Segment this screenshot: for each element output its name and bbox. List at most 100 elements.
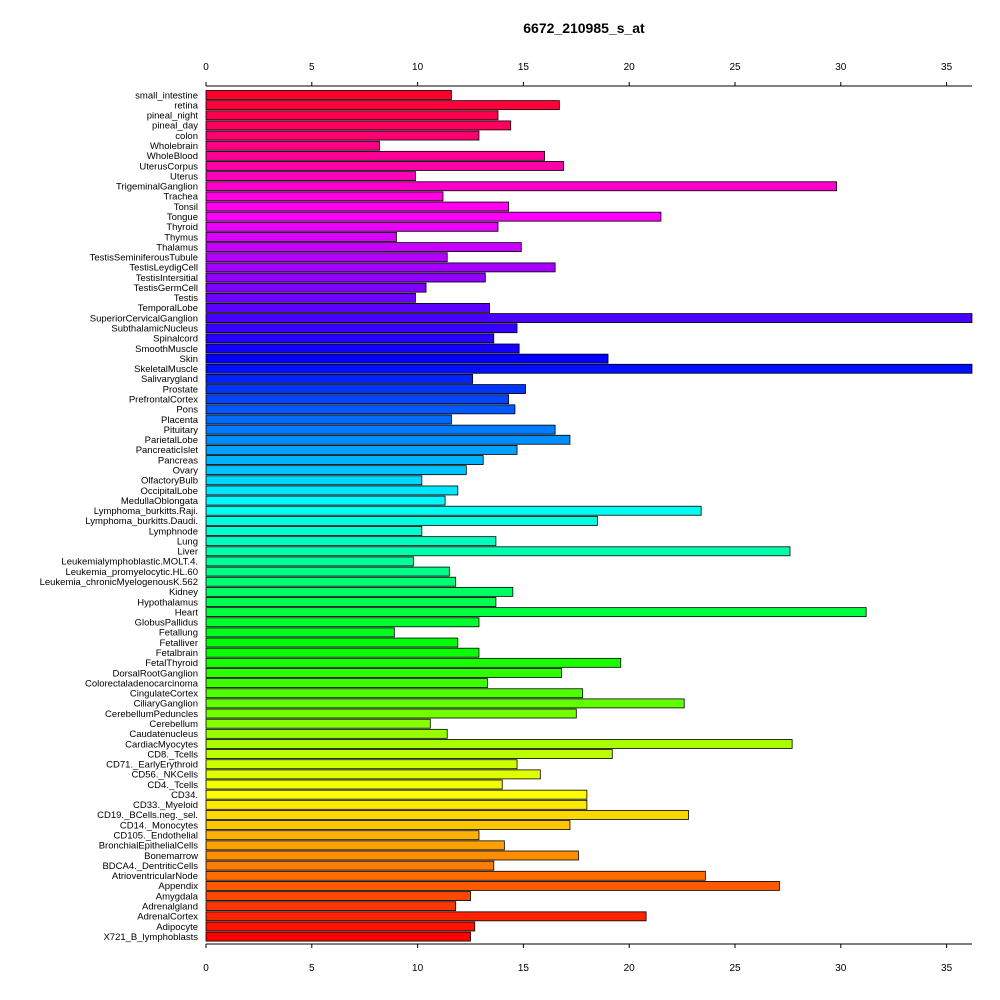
category-label: X721_B_lymphoblasts [103, 932, 198, 943]
bar [205, 860, 495, 871]
bar [205, 607, 867, 618]
category-label: GlobusPallidus [135, 618, 199, 629]
bar [205, 455, 484, 465]
category-label: CiliaryGanglion [134, 699, 198, 710]
category-label: CD8._Tcells [147, 749, 198, 760]
bar [205, 708, 577, 719]
category-label: Lung [177, 536, 198, 547]
category-label: PrefrontalCortex [129, 395, 198, 406]
category-label: Heart [175, 607, 199, 618]
bar [205, 343, 520, 354]
bar [205, 586, 514, 597]
category-label: TemporalLobe [138, 303, 198, 314]
category-label: Ovary [173, 465, 199, 476]
bar [205, 668, 562, 678]
category-label: Thyroid [166, 222, 198, 233]
bar [205, 749, 613, 759]
category-label: Prostate [163, 384, 198, 395]
category-label: Appendix [158, 881, 198, 892]
x-tick-label: 10 [412, 62, 424, 73]
bar [205, 313, 973, 323]
category-label: WholeBlood [147, 151, 198, 162]
bar [205, 303, 490, 313]
bar [205, 678, 488, 689]
category-label: MedullaOblongata [121, 496, 199, 507]
x-tick-label: 25 [729, 963, 741, 974]
bar [205, 779, 503, 790]
category-label: Thalamus [156, 242, 198, 253]
bar [205, 810, 689, 820]
bar [205, 110, 499, 121]
category-label: Colorectaladenocarcinoma [85, 678, 199, 689]
bar [205, 799, 588, 810]
category-label: Fetallung [159, 628, 198, 639]
category-label: CD4._Tcells [147, 780, 198, 791]
category-label: Uterus [170, 171, 198, 182]
category-label: Lymphoma_burkitts.Raji. [94, 506, 198, 517]
bar [205, 353, 609, 364]
bar [205, 252, 448, 263]
category-label: Trachea [164, 192, 199, 203]
category-label: Tongue [167, 212, 198, 223]
x-tick-label: 20 [624, 963, 636, 974]
category-label: Adipocyte [156, 922, 198, 933]
bar [205, 536, 497, 547]
category-labels: small_intestineretinapineal_nightpineal_… [40, 90, 199, 943]
x-tick-label: 0 [203, 963, 209, 974]
category-label: retina [174, 100, 198, 111]
bar [205, 901, 457, 912]
bar [205, 850, 579, 861]
category-label: TestisIntersitial [136, 273, 198, 284]
category-label: TestisLeydigCell [129, 263, 198, 274]
bar [205, 597, 497, 607]
x-tick-label: 20 [624, 62, 636, 73]
category-label: CingulateCortex [130, 689, 198, 700]
category-label: SkeletalMuscle [134, 364, 198, 375]
bar [205, 181, 837, 192]
category-label: Adrenalgland [142, 902, 198, 913]
bar [205, 90, 452, 100]
category-label: small_intestine [135, 90, 198, 101]
category-label: Pons [176, 405, 198, 416]
category-label: Salivarygland [141, 374, 198, 385]
bar [205, 870, 706, 881]
category-label: OlfactoryBulb [141, 476, 198, 487]
category-label: BDCA4._DentriticCells [102, 861, 198, 872]
bar [205, 292, 416, 303]
bar [205, 657, 622, 668]
x-tick-label: 0 [203, 62, 209, 73]
category-label: CardiacMyocytes [125, 739, 198, 750]
bar [205, 120, 512, 131]
x-axis-bottom: 0 5 10 15 20 25 30 35 [203, 943, 972, 974]
bar [205, 830, 480, 841]
x-tick-label: 10 [412, 963, 424, 974]
bar [205, 891, 471, 901]
bar [205, 617, 480, 628]
x-tick-label: 35 [941, 62, 953, 73]
category-label: CD33._Myeloid [133, 800, 198, 811]
bar [205, 921, 476, 932]
bar [205, 820, 571, 830]
bar [205, 515, 598, 526]
category-label: Leukemia_chronicMyelogenousK.562 [40, 577, 198, 588]
bar [205, 627, 395, 638]
category-label: colon [175, 131, 198, 142]
bar [205, 140, 380, 151]
bar [205, 759, 518, 770]
category-label: Lymphnode [149, 526, 198, 537]
category-label: Lymphoma_burkitts.Daudi. [85, 516, 198, 527]
category-label: DorsalRootGanglion [112, 668, 198, 679]
category-label: Fetalliver [159, 638, 198, 649]
bar [205, 505, 702, 516]
bar [205, 718, 431, 729]
category-label: Leukemialymphoblastic.MOLT.4. [61, 557, 198, 568]
bar [205, 221, 499, 232]
bar [205, 333, 495, 344]
category-label: Kidney [169, 587, 198, 598]
category-label: Thymus [164, 232, 198, 243]
category-label: CD19._BCells.neg._sel. [97, 810, 198, 821]
bar [205, 232, 397, 242]
bar [205, 475, 423, 486]
bar [205, 363, 973, 374]
